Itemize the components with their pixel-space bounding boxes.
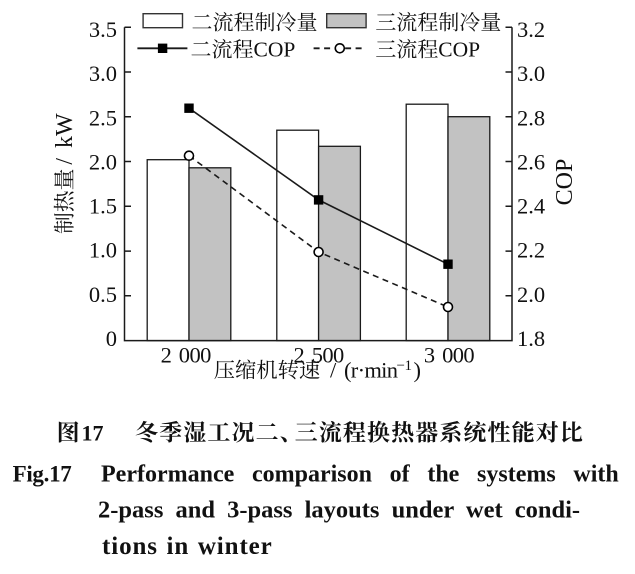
svg-text:17: 17 — [82, 421, 104, 446]
svg-text:2 000: 2 000 — [161, 342, 211, 367]
svg-text:3.0: 3.0 — [89, 61, 117, 86]
svg-text:2-pass and 3-pass layouts unde: 2-pass and 3-pass layouts under wet cond… — [98, 497, 580, 524]
svg-text:2.4: 2.4 — [517, 194, 545, 219]
svg-text:/: / — [330, 358, 337, 383]
svg-text:0: 0 — [106, 326, 117, 351]
svg-text:2.5: 2.5 — [89, 105, 117, 130]
svg-text:2.6: 2.6 — [517, 149, 545, 174]
svg-text:2 500: 2 500 — [294, 342, 344, 367]
svg-text:COP: COP — [552, 159, 578, 206]
svg-text:tions in winter: tions in winter — [102, 533, 273, 560]
svg-text:1.0: 1.0 — [89, 238, 117, 263]
svg-text:−1: −1 — [397, 358, 412, 374]
svg-text:3 000: 3 000 — [424, 342, 474, 367]
svg-text:2.8: 2.8 — [517, 105, 545, 130]
svg-text:COP: COP — [438, 38, 480, 62]
svg-text:2.0: 2.0 — [517, 282, 545, 307]
svg-text:3.2: 3.2 — [517, 17, 545, 42]
svg-text:COP: COP — [254, 38, 296, 62]
svg-text:1.8: 1.8 — [517, 326, 545, 351]
svg-text:Performance comparison of the: Performance comparison of the systems wi… — [101, 461, 619, 487]
svg-text:3.5: 3.5 — [89, 17, 117, 42]
svg-text:Fig.17: Fig.17 — [13, 461, 72, 486]
svg-text:2.0: 2.0 — [89, 149, 117, 174]
svg-text:/ kW: / kW — [52, 113, 78, 165]
svg-text:3.0: 3.0 — [517, 61, 545, 86]
svg-text:(r·min: (r·min — [344, 358, 398, 383]
svg-text:1.5: 1.5 — [89, 194, 117, 219]
svg-text:2.2: 2.2 — [517, 238, 545, 263]
svg-text:0.5: 0.5 — [89, 282, 117, 307]
svg-text:): ) — [414, 358, 422, 383]
